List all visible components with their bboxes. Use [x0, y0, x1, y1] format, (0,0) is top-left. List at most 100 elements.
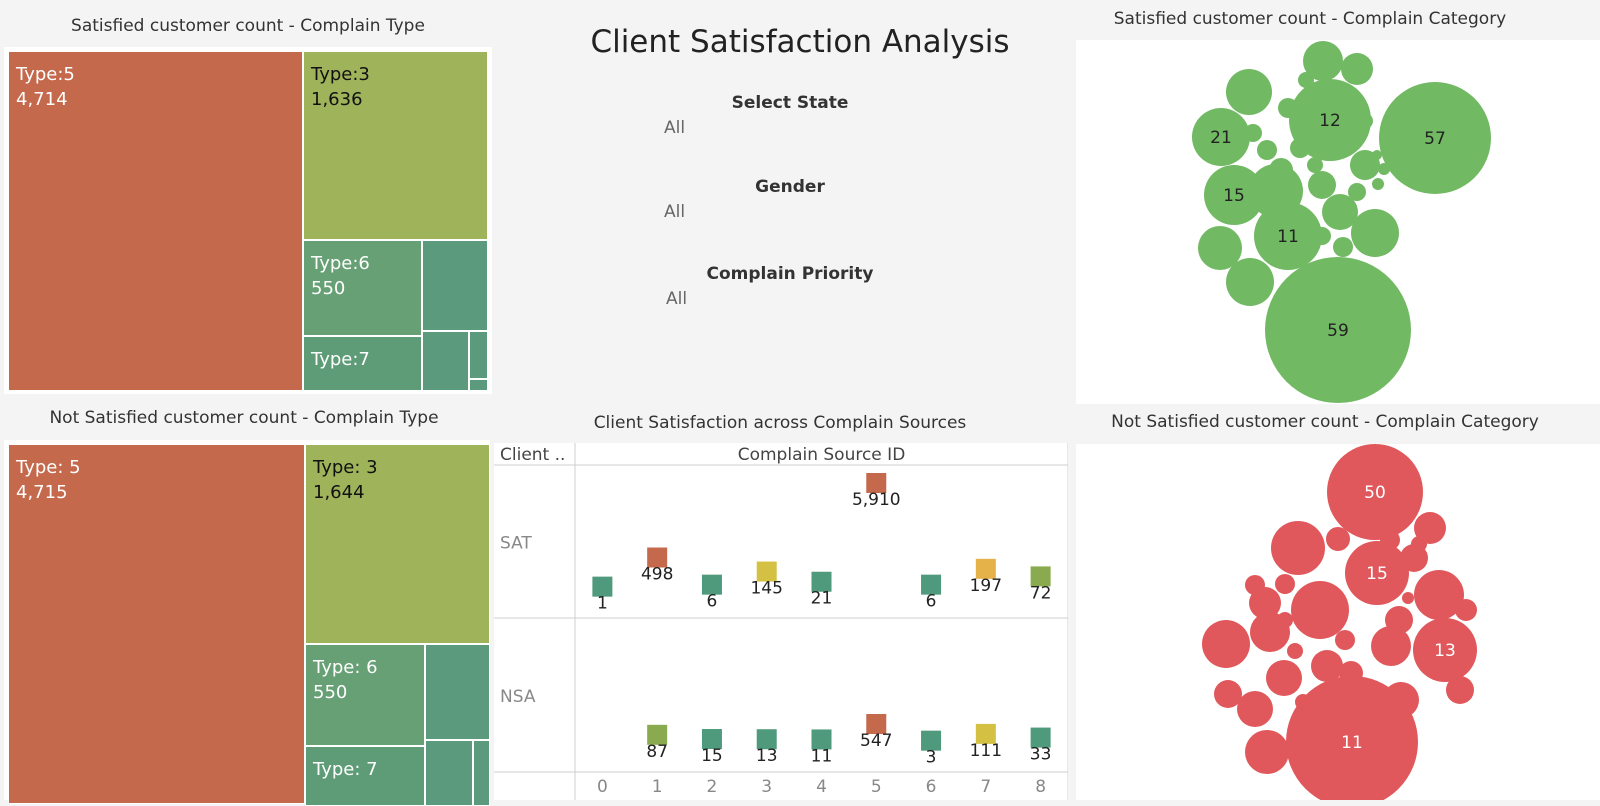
filter-state-value[interactable]: All	[664, 118, 686, 138]
sat-bubble[interactable]	[1341, 53, 1373, 85]
nsat-bubble[interactable]	[1380, 530, 1400, 550]
sat-treemap-cell-type3[interactable]: Type:3 1,636	[303, 51, 488, 240]
sat-bubble[interactable]	[1313, 227, 1331, 245]
sat-bubble[interactable]	[1298, 72, 1314, 88]
sat-bubble[interactable]	[1254, 202, 1322, 270]
nsat-bubble[interactable]	[1266, 660, 1302, 696]
sat-bubble[interactable]	[1348, 183, 1366, 201]
nsat-bubble[interactable]	[1385, 606, 1413, 634]
sat-bubble[interactable]	[1257, 140, 1277, 160]
sat-bubble[interactable]	[1341, 95, 1359, 113]
source-mark-nsa[interactable]	[866, 714, 887, 734]
nsat-bubble[interactable]	[1411, 536, 1427, 552]
nsat-bubble[interactable]	[1455, 599, 1477, 621]
nsat-bubble[interactable]	[1287, 643, 1303, 659]
source-mark-sat[interactable]	[592, 576, 613, 597]
sat-bubble[interactable]	[1333, 237, 1353, 257]
nsat-bubble[interactable]	[1291, 581, 1349, 639]
nsat-treemap-cell-small-a[interactable]	[425, 644, 490, 740]
nsat-treemap-cell-small-c[interactable]	[473, 740, 490, 806]
nsat-bubble[interactable]	[1311, 650, 1343, 682]
source-mark-nsa[interactable]	[701, 729, 722, 750]
sat-bubble[interactable]	[1307, 157, 1323, 173]
nsat-bubble[interactable]	[1414, 570, 1464, 620]
source-mark-sat[interactable]	[921, 574, 942, 595]
source-mark-nsa[interactable]	[756, 729, 777, 750]
sat-bubble[interactable]	[1226, 69, 1272, 115]
nsat-bubble[interactable]	[1271, 521, 1325, 575]
filter-gender-value[interactable]: All	[664, 202, 686, 222]
sat-treemap-cell-small-c[interactable]	[469, 331, 488, 379]
source-mark-sat[interactable]	[701, 574, 722, 595]
sat-treemap-label-type5: Type:5 4,714	[16, 64, 75, 110]
sat-bubble[interactable]	[1322, 194, 1358, 230]
sat-bubble[interactable]	[1204, 165, 1264, 225]
sat-bubble[interactable]	[1308, 171, 1336, 199]
sat-bubble[interactable]	[1351, 209, 1399, 257]
source-mark-sat[interactable]	[647, 547, 668, 568]
filter-priority-value[interactable]: All	[666, 289, 688, 309]
sat-bubble[interactable]	[1269, 158, 1293, 182]
source-mark-sat[interactable]	[811, 571, 832, 592]
nsat-treemap-cell-type7[interactable]: Type: 7	[305, 746, 425, 806]
sat-bubble[interactable]	[1350, 150, 1380, 180]
nsat-bubble[interactable]	[1339, 661, 1363, 685]
sat-bubble[interactable]	[1357, 113, 1373, 129]
nsat-bubble[interactable]	[1335, 630, 1355, 650]
source-mark-nsa[interactable]	[811, 729, 832, 750]
nsat-treemap-cell-type5[interactable]: Type: 5 4,715	[8, 444, 305, 804]
nsat-bubble[interactable]	[1371, 626, 1411, 666]
nsat-treemap-cell-type3[interactable]: Type: 3 1,644	[305, 444, 490, 644]
nsat-bubble[interactable]	[1245, 730, 1289, 774]
sat-bubble[interactable]	[1244, 124, 1262, 142]
nsat-bubble[interactable]	[1314, 699, 1326, 711]
nsat-bubble[interactable]	[1383, 682, 1419, 718]
sat-bubble[interactable]	[1290, 138, 1310, 158]
nsat-bubble[interactable]	[1413, 618, 1477, 682]
nsat-bubble[interactable]	[1275, 574, 1295, 594]
source-mark-nsa[interactable]	[975, 723, 996, 744]
sat-bubble[interactable]	[1372, 178, 1384, 190]
sat-treemap-title: Satisfied customer count - Complain Type	[71, 16, 425, 36]
nsat-bubble[interactable]	[1277, 612, 1293, 628]
nsat-bubble[interactable]	[1249, 587, 1281, 619]
source-mark-sat[interactable]	[866, 473, 887, 493]
sat-treemap-cell-type7[interactable]: Type:7	[303, 336, 422, 391]
sat-treemap-cell-small-d[interactable]	[469, 379, 488, 391]
sat-treemap-cell-type5[interactable]: Type:5 4,714	[8, 51, 303, 391]
source-mark-nsa[interactable]	[647, 724, 668, 745]
nsat-bubble[interactable]	[1402, 592, 1414, 604]
sat-bubble[interactable]	[1278, 98, 1298, 118]
source-mark-sat[interactable]	[756, 561, 777, 582]
sat-bubble[interactable]	[1226, 258, 1274, 306]
sat-bubble[interactable]	[1265, 257, 1411, 403]
sat-bubble[interactable]	[1378, 163, 1390, 175]
source-mark-sat[interactable]	[975, 558, 996, 579]
nsat-treemap-cell-type6[interactable]: Type: 6 550	[305, 644, 425, 746]
nsat-treemap-cell-small-b[interactable]	[425, 740, 473, 806]
sat-treemap-cell-small-b[interactable]	[422, 331, 469, 391]
x-tick-label: 0	[597, 777, 608, 797]
sat-bubble[interactable]	[1379, 82, 1491, 194]
nsat-bubble[interactable]	[1414, 512, 1446, 544]
column-header: Complain Source ID	[738, 445, 906, 465]
source-mark-sat[interactable]	[1030, 566, 1051, 587]
nsat-bubble[interactable]	[1202, 620, 1250, 668]
nsat-bubble[interactable]	[1237, 691, 1273, 727]
source-mark-nsa[interactable]	[1030, 727, 1051, 748]
sat-bubble[interactable]	[1198, 226, 1242, 270]
sat-bubble[interactable]	[1303, 41, 1343, 81]
sat-treemap-cell-small-a[interactable]	[422, 240, 488, 331]
sat-treemap-cell-type6[interactable]: Type:6 550	[303, 240, 422, 336]
sat-bubble[interactable]	[1192, 108, 1250, 166]
nsat-bubble[interactable]	[1327, 444, 1423, 540]
source-mark-nsa[interactable]	[921, 730, 942, 751]
nsat-bubble[interactable]	[1295, 694, 1311, 710]
nsat-bubble[interactable]	[1446, 676, 1474, 704]
sat-bubble[interactable]	[1372, 150, 1382, 160]
nsat-bubble[interactable]	[1245, 575, 1265, 595]
nsat-bubble[interactable]	[1356, 548, 1380, 572]
nsat-bubble[interactable]	[1214, 680, 1242, 708]
nsat-treemap: Type: 5 4,715 Type: 3 1,644 Type: 6 550 Typ…	[4, 440, 490, 806]
nsat-bubble[interactable]	[1326, 527, 1350, 551]
